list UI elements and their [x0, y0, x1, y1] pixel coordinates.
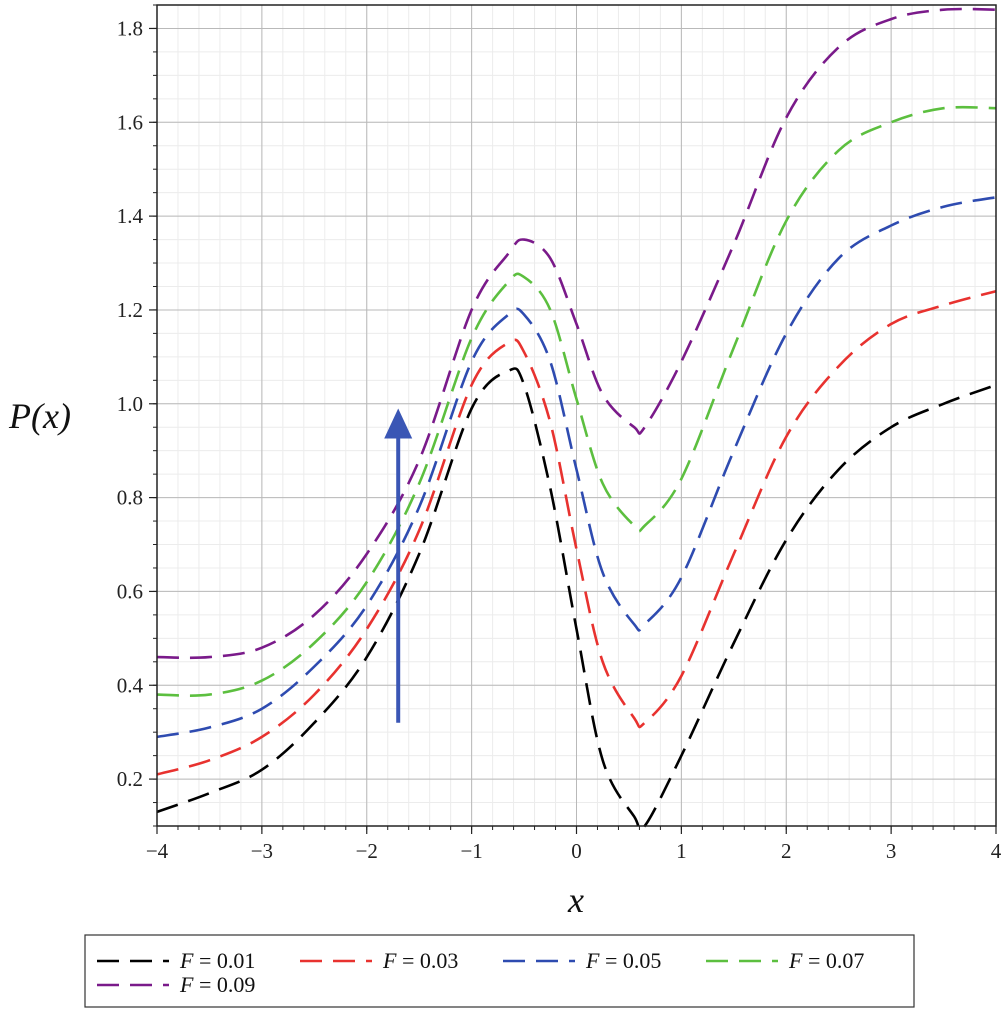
x-tick-label: 4	[991, 839, 1002, 863]
series-line-1	[156, 367, 997, 832]
arrow-head	[384, 408, 413, 439]
x-tick-label: −4	[146, 839, 169, 863]
legend-label: F = 0.05	[585, 948, 661, 973]
legend: F = 0.01 F = 0.03 F = 0.05 F = 0.07 F = 0.09	[84, 934, 915, 1008]
y-tick-label: 0.6	[117, 579, 143, 603]
legend-label: F = 0.01	[179, 948, 255, 973]
x-tick-label: 1	[676, 839, 687, 863]
x-tick-label: −3	[251, 839, 273, 863]
y-tick-label: 1.8	[117, 16, 143, 40]
plot-curves	[156, 7, 997, 832]
x-axis-title: x	[567, 880, 584, 920]
x-tick-label: −2	[356, 839, 378, 863]
y-tick-label: 1.4	[117, 204, 144, 228]
series-line-5	[156, 7, 997, 660]
legend-label: F = 0.03	[382, 948, 458, 973]
grid	[156, 4, 997, 827]
axis-ticks: −4 −3 −2 −1 0 1 2 3 4 0.2 0.4 0.6 0.8 1.0 1.2 1.4 1.6 1.8	[117, 4, 1002, 863]
y-tick-label: 0.8	[117, 486, 143, 510]
y-tick-label: 0.4	[117, 673, 144, 697]
x-tick-label: −1	[460, 839, 482, 863]
legend-label: F = 0.07	[788, 948, 864, 973]
y-tick-label: 1.0	[117, 392, 143, 416]
legend-label: F = 0.09	[179, 972, 255, 997]
x-tick-label: 0	[571, 839, 582, 863]
x-tick-label: 2	[781, 839, 792, 863]
series-line-2	[156, 289, 997, 776]
y-tick-label: 0.2	[117, 767, 143, 791]
y-tick-label: 1.6	[117, 110, 143, 134]
series-line-4	[156, 105, 997, 697]
y-axis-title: P(x)	[8, 396, 71, 436]
y-tick-label: 1.2	[117, 298, 143, 322]
series-line-3	[156, 196, 997, 739]
x-tick-label: 3	[886, 839, 897, 863]
legend-box	[84, 934, 915, 1008]
increase-arrow	[384, 408, 413, 723]
